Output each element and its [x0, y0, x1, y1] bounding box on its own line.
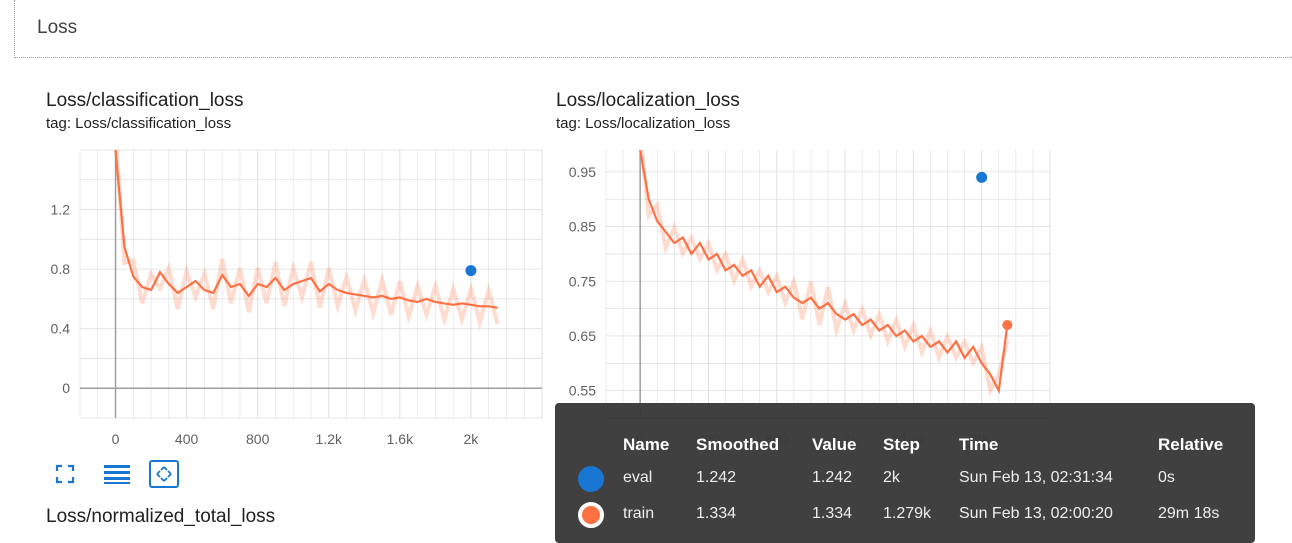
tooltip-row-time: Sun Feb 13, 02:31:34 — [959, 469, 1113, 486]
tooltip-row-name: train — [623, 505, 655, 522]
tooltip-header-relative: Relative — [1158, 435, 1224, 454]
section-header[interactable]: Loss — [14, 0, 1292, 58]
chart-card-tag: tag: Loss/localization_loss — [556, 115, 731, 132]
next-chart-card-title: Loss/normalized_total_loss — [46, 506, 276, 527]
train-raw-line — [639, 150, 1010, 397]
tooltip-row-time: Sun Feb 13, 02:00:20 — [959, 505, 1113, 522]
tooltip-header-step: Step — [883, 435, 920, 454]
fit-domain-button[interactable] — [148, 458, 180, 490]
tooltip-row-value: 1.334 — [812, 505, 853, 522]
fullscreen-button[interactable] — [49, 458, 81, 490]
tooltip-row-relative: 0s — [1158, 469, 1175, 486]
chart-card-tag: tag: Loss/classification_loss — [46, 115, 232, 132]
y-tick-label: 1.2 — [51, 202, 71, 218]
y-tick-label: 0.65 — [569, 328, 596, 344]
train-series-line — [114, 150, 498, 309]
tooltip-header-value: Value — [812, 435, 857, 454]
train-hover-point — [1002, 320, 1013, 331]
tooltip-row-smoothed: 1.334 — [696, 505, 737, 522]
chart-tooltip: Name Smoothed Value Step Time Relative e… — [555, 403, 1255, 543]
tooltip-row-smoothed: 1.242 — [696, 469, 737, 486]
y-tick-label: 0.4 — [51, 321, 71, 337]
tooltip-row-step: 1.279k — [883, 505, 932, 522]
chart-card-title: Loss/classification_loss — [46, 90, 244, 111]
train-color-dot — [578, 502, 604, 528]
eval-color-dot — [578, 466, 604, 492]
tooltip-row-value: 1.242 — [812, 469, 853, 486]
x-tick-label: 1.6k — [387, 431, 414, 447]
y-tick-label: 0.85 — [569, 219, 596, 235]
classification-loss-chart[interactable]: 0 0.4 0.8 1.2 0 400 800 1.2k 1.6k 2k — [46, 88, 546, 468]
series-group — [639, 150, 1010, 397]
series-group — [114, 150, 500, 331]
toggle-y-log-button[interactable] — [101, 458, 133, 490]
x-tick-label: 400 — [175, 431, 199, 447]
y-tick-label: 0 — [62, 380, 70, 396]
tooltip-row-relative: 29m 18s — [1158, 505, 1220, 522]
x-tick-label: 800 — [246, 431, 270, 447]
train-series-line — [639, 150, 1009, 395]
x-tick-label: 1.2k — [316, 431, 343, 447]
y-tick-label: 0.55 — [569, 383, 596, 399]
fullscreen-icon — [55, 464, 75, 484]
eval-point — [465, 265, 477, 277]
list-icon — [104, 465, 130, 484]
y-tick-label: 0.95 — [569, 164, 596, 180]
chart-card-classification-loss: Loss/classification_loss tag: Loss/class… — [46, 88, 546, 508]
x-tick-label: 2k — [464, 431, 480, 447]
y-tick-label: 0.75 — [569, 273, 596, 289]
train-raw-line — [114, 150, 500, 331]
tensorboard-scalars-panel: Loss Loss/classification_loss tag: Loss/… — [14, 0, 1292, 543]
fit-domain-icon — [149, 460, 179, 488]
tooltip-header-smoothed: Smoothed — [696, 435, 780, 454]
x-tick-label: 0 — [112, 431, 120, 447]
section-title: Loss — [37, 17, 78, 38]
tooltip-header-time: Time — [959, 435, 999, 454]
tooltip-row-step: 2k — [883, 469, 900, 486]
tooltip-row-name: eval — [623, 469, 653, 486]
chart-card-title: Loss/localization_loss — [556, 90, 740, 111]
eval-point — [976, 171, 988, 183]
y-tick-label: 0.8 — [51, 261, 71, 277]
tooltip-header-name: Name — [623, 435, 670, 454]
